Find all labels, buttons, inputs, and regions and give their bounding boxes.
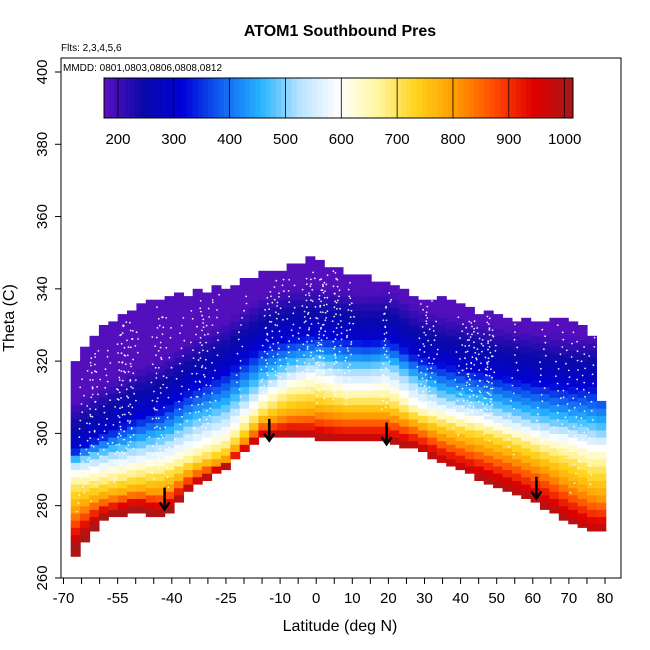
dates-annotation: MMDD: 0801,0803,0806,0808,0812 — [63, 63, 222, 74]
y-tick-label: 260 — [34, 565, 51, 590]
y-tick-label: 400 — [34, 59, 51, 84]
x-axis: -70 -55 -40 -25 -10 0 10 20 30 40 50 60 70 80 — [53, 577, 614, 607]
y-axis: 260 280 300 320 340 360 380 400 — [34, 59, 62, 590]
descent-arrow — [530, 476, 543, 501]
colorbar-tick-label: 700 — [385, 131, 410, 148]
colorbar-tick-label: 800 — [440, 131, 465, 148]
x-axis-label: Latitude (deg N) — [283, 618, 398, 635]
colorbar-tick-label: 900 — [496, 131, 521, 148]
colorbar-tick-label: 1000 — [548, 131, 581, 148]
colorbar-tick-label: 600 — [329, 131, 354, 148]
y-tick-label: 280 — [34, 493, 51, 518]
flights-annotation: Flts: 2,3,4,5,6 — [61, 43, 122, 54]
x-tick-label: -40 — [161, 590, 183, 607]
colorbar-tick-label: 500 — [273, 131, 298, 148]
y-tick-label: 320 — [34, 349, 51, 374]
x-tick-label: -70 — [53, 590, 75, 607]
pressure-field — [70, 256, 607, 557]
x-tick-label: 30 — [416, 590, 433, 607]
y-tick-label: 340 — [34, 276, 51, 301]
y-tick-label: 300 — [34, 421, 51, 446]
colorbar: 200 300 400 500 600 700 800 900 1000 — [103, 77, 581, 148]
colorbar-tick-label: 400 — [217, 131, 242, 148]
x-tick-label: 20 — [380, 590, 397, 607]
colorbar-tick-label: 300 — [161, 131, 186, 148]
x-tick-label: -10 — [269, 590, 291, 607]
x-tick-label: 70 — [561, 590, 578, 607]
x-tick-label: 60 — [524, 590, 541, 607]
colorbar-tick-label: 200 — [105, 131, 130, 148]
chart-title: ATOM1 Southbound Pres — [244, 23, 436, 40]
x-tick-label: -25 — [215, 590, 237, 607]
y-axis-label: Theta (C) — [1, 284, 18, 352]
flight-track-points — [75, 270, 596, 513]
x-tick-label: 50 — [488, 590, 505, 607]
descent-arrows — [158, 418, 543, 512]
descent-arrow — [263, 418, 276, 443]
y-tick-label: 380 — [34, 132, 51, 157]
x-tick-label: 10 — [344, 590, 361, 607]
x-tick-label: 40 — [452, 590, 469, 607]
x-tick-label: 80 — [597, 590, 614, 607]
x-tick-label: -55 — [107, 590, 129, 607]
descent-arrow — [158, 487, 171, 512]
y-tick-label: 360 — [34, 204, 51, 229]
descent-arrow — [380, 422, 393, 447]
x-tick-label: 0 — [312, 590, 320, 607]
